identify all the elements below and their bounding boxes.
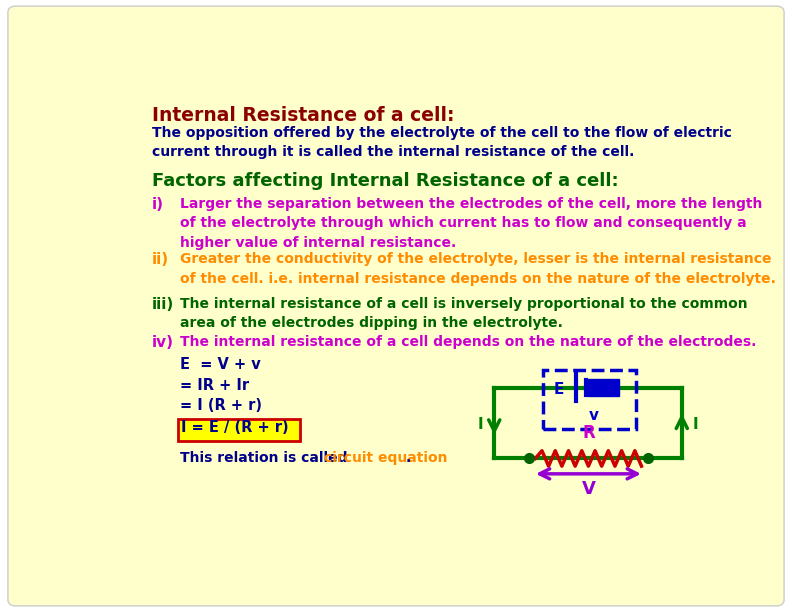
Text: R: R — [582, 424, 595, 441]
Text: The internal resistance of a cell depends on the nature of the electrodes.: The internal resistance of a cell depend… — [181, 335, 756, 349]
Text: = I (R + r): = I (R + r) — [181, 398, 262, 413]
Text: This relation is called: This relation is called — [181, 451, 352, 465]
FancyBboxPatch shape — [178, 419, 299, 441]
Text: V: V — [581, 480, 596, 498]
Text: .: . — [406, 451, 410, 465]
Text: I = E / (R + r): I = E / (R + r) — [181, 420, 289, 435]
Text: E: E — [554, 382, 565, 397]
Text: ii): ii) — [152, 252, 169, 267]
Text: Internal Resistance of a cell:: Internal Resistance of a cell: — [152, 106, 454, 125]
Text: The opposition offered by the electrolyte of the cell to the flow of electric
cu: The opposition offered by the electrolyt… — [152, 126, 732, 159]
Text: Factors affecting Internal Resistance of a cell:: Factors affecting Internal Resistance of… — [152, 172, 619, 190]
Text: i): i) — [152, 196, 164, 212]
Text: E  = V + v: E = V + v — [181, 357, 261, 372]
Text: The internal resistance of a cell is inversely proportional to the common
area o: The internal resistance of a cell is inv… — [181, 297, 748, 330]
Text: Greater the conductivity of the electrolyte, lesser is the internal resistance
o: Greater the conductivity of the electrol… — [181, 252, 776, 286]
Text: iii): iii) — [152, 297, 174, 312]
Text: v: v — [588, 408, 599, 423]
Text: r: r — [592, 382, 600, 397]
Text: iv): iv) — [152, 335, 173, 350]
FancyBboxPatch shape — [588, 379, 619, 396]
Text: Larger the separation between the electrodes of the cell, more the length
of the: Larger the separation between the electr… — [181, 196, 763, 250]
Text: I: I — [478, 417, 483, 431]
Text: I: I — [693, 417, 699, 431]
Text: = IR + Ir: = IR + Ir — [181, 378, 249, 394]
Text: circuit equation: circuit equation — [324, 451, 447, 465]
